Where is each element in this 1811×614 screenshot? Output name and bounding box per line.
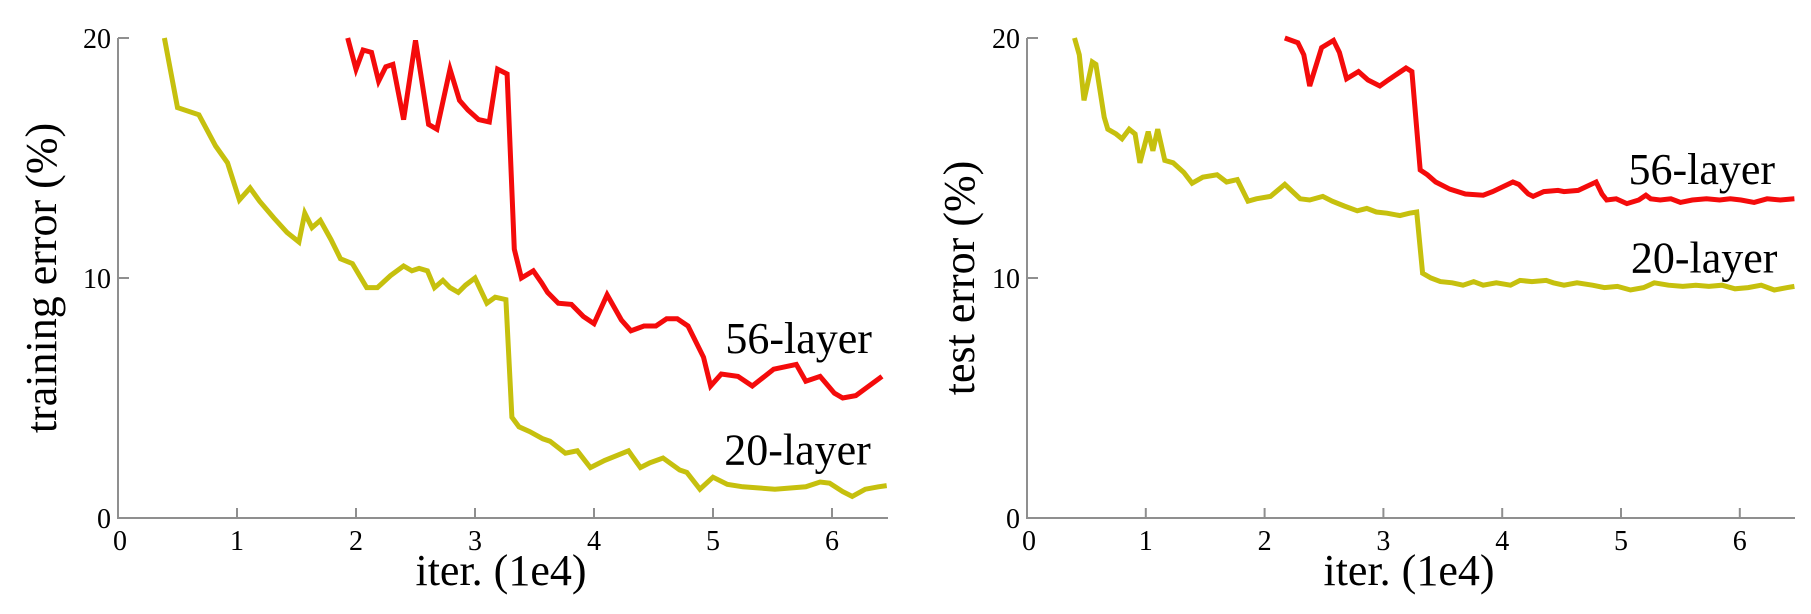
series-label-20-layer: 20-layer — [1631, 234, 1778, 283]
series-line-20-layer — [161, 37, 888, 500]
x-tick-label: 5 — [706, 526, 720, 557]
y-tick-label: 0 — [1006, 504, 1020, 535]
x-tick-label: 3 — [1376, 526, 1390, 557]
x-tick-label: 2 — [349, 526, 363, 557]
x-tick-label: 2 — [1258, 526, 1272, 557]
x-tick-label: 4 — [1495, 526, 1509, 557]
series-label-56-layer: 56-layer — [1628, 145, 1775, 194]
series-line-56-layer — [345, 37, 884, 401]
x-tick-label: 6 — [1733, 526, 1747, 557]
y-axis-label: training error (%) — [17, 123, 66, 433]
x-tick-label: 3 — [468, 526, 482, 557]
test-error-chart: 0 10 20 0 1 2 3 4 5 6 56-layer 20-layer iter. (1e4) t… — [935, 24, 1795, 595]
x-tick-label: 1 — [1139, 526, 1153, 557]
series-line-20-layer — [1072, 37, 1795, 293]
axis-spines — [117, 38, 888, 519]
training-error-chart: 0 10 20 0 1 2 3 4 5 6 56-layer 20-layer iter. (1e4) t… — [17, 24, 888, 595]
series-label-56-layer: 56-layer — [725, 314, 872, 363]
axis-spines — [1026, 38, 1795, 519]
series-label-20-layer: 20-layer — [724, 426, 871, 475]
y-tick-label: 0 — [97, 504, 111, 535]
x-tick-label: 4 — [587, 526, 601, 557]
series-line-56-layer — [1283, 35, 1795, 207]
y-tick-label: 10 — [992, 264, 1020, 295]
x-axis-label: iter. (1e4) — [415, 546, 586, 595]
x-axis-label: iter. (1e4) — [1323, 546, 1494, 595]
y-tick-label: 20 — [992, 24, 1020, 55]
x-tick-label: 1 — [230, 526, 244, 557]
x-tick-label: 0 — [113, 526, 127, 557]
x-tick-label: 6 — [825, 526, 839, 557]
x-tick-label: 0 — [1022, 526, 1036, 557]
y-axis-label: test error (%) — [935, 161, 984, 396]
x-tick-label: 5 — [1614, 526, 1628, 557]
y-tick-label: 10 — [83, 264, 111, 295]
y-tick-label: 20 — [83, 24, 111, 55]
